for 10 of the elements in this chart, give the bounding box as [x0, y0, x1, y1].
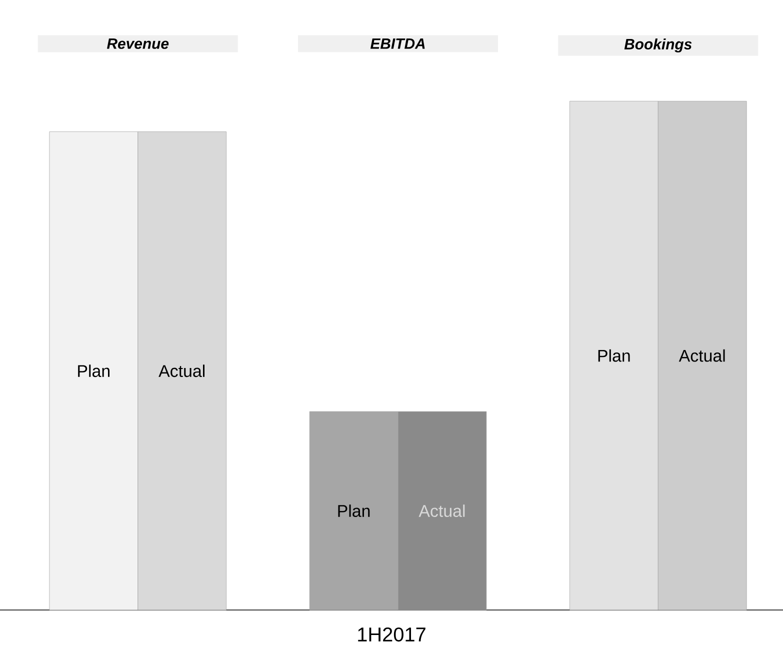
text: Actual: [158, 364, 204, 378]
text: Actual: [418, 504, 465, 517]
x-tick-label: EBITDA: [370, 38, 425, 49]
text: Plan: [598, 349, 630, 362]
series-label: Plan: [78, 364, 110, 378]
series-label: Actual: [678, 349, 725, 362]
text: Plan: [338, 504, 370, 517]
x-tick-label: Revenue: [106, 38, 169, 49]
x-tick-label: Bookings: [624, 38, 692, 52]
x-axis-title: 1H2017: [358, 627, 426, 642]
